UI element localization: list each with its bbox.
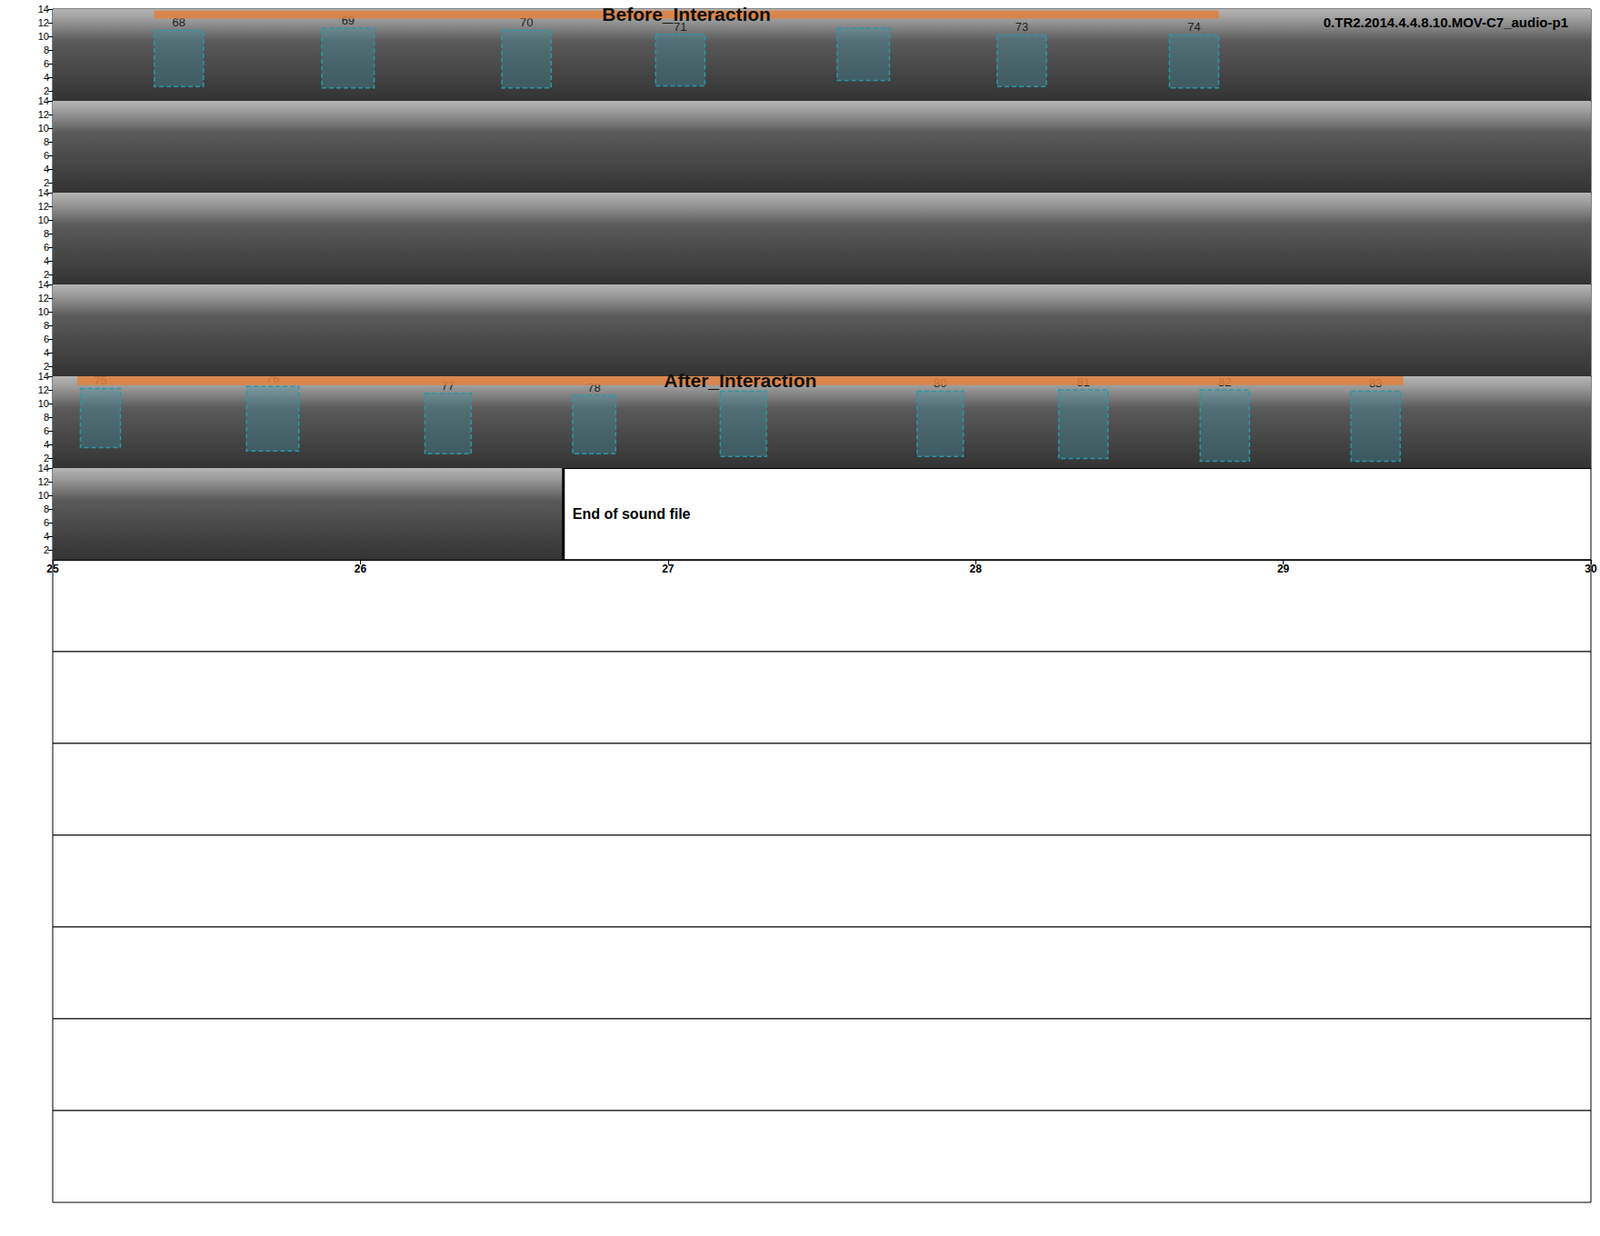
svg-text:14: 14 [38, 3, 50, 15]
svg-text:12: 12 [38, 292, 50, 304]
svg-text:End of sound file: End of sound file [572, 506, 691, 522]
svg-text:10: 10 [38, 398, 50, 410]
svg-text:14: 14 [38, 370, 50, 382]
svg-text:12: 12 [38, 200, 50, 212]
svg-text:74: 74 [1187, 20, 1200, 34]
svg-text:71: 71 [673, 19, 687, 34]
svg-text:2: 2 [43, 360, 50, 372]
svg-text:10: 10 [38, 214, 50, 226]
svg-text:14: 14 [38, 279, 50, 290]
svg-text:78: 78 [587, 380, 601, 395]
svg-text:25: 25 [46, 562, 60, 576]
svg-text:6: 6 [43, 150, 50, 161]
svg-text:6: 6 [43, 58, 50, 70]
svg-text:4: 4 [43, 347, 50, 359]
svg-text:4: 4 [43, 530, 50, 542]
svg-text:69: 69 [341, 13, 355, 28]
svg-text:After_Interaction: After_Interaction [663, 370, 817, 391]
svg-text:0.TR2.2014.4.4.8.10.MOV-C7_aud: 0.TR2.2014.4.4.8.10.MOV-C7_audio-p1 [1323, 14, 1569, 30]
svg-text:12: 12 [38, 384, 50, 396]
svg-text:70: 70 [519, 15, 534, 30]
svg-text:12: 12 [38, 17, 50, 29]
svg-text:4: 4 [43, 439, 50, 450]
svg-text:28: 28 [970, 562, 983, 576]
svg-text:2: 2 [43, 544, 50, 556]
svg-text:73: 73 [1015, 20, 1029, 34]
svg-text:6: 6 [43, 425, 50, 437]
svg-text:75: 75 [93, 374, 107, 388]
svg-text:Before_Interaction: Before_Interaction [601, 3, 771, 25]
svg-text:77: 77 [441, 378, 455, 393]
svg-text:4: 4 [43, 71, 50, 83]
svg-text:29: 29 [1277, 562, 1290, 576]
svg-text:6: 6 [43, 241, 50, 253]
svg-text:8: 8 [43, 44, 50, 56]
svg-text:2: 2 [43, 269, 50, 280]
svg-text:4: 4 [43, 163, 50, 175]
svg-text:8: 8 [43, 228, 50, 240]
svg-text:10: 10 [38, 306, 50, 318]
svg-text:8: 8 [43, 136, 50, 148]
svg-text:8: 8 [43, 320, 50, 331]
svg-text:14: 14 [38, 462, 50, 474]
svg-text:68: 68 [172, 15, 186, 30]
svg-text:10: 10 [38, 30, 50, 42]
svg-text:14: 14 [38, 187, 50, 199]
svg-text:30: 30 [1584, 562, 1598, 576]
svg-text:2: 2 [43, 177, 50, 189]
svg-text:12: 12 [38, 109, 50, 120]
svg-text:6: 6 [43, 333, 50, 345]
svg-text:8: 8 [43, 411, 50, 423]
svg-text:2: 2 [43, 452, 50, 464]
svg-text:14: 14 [38, 95, 50, 107]
svg-text:2: 2 [43, 85, 50, 97]
svg-text:6: 6 [43, 517, 50, 529]
svg-text:26: 26 [354, 562, 368, 576]
svg-text:27: 27 [661, 562, 675, 576]
svg-text:10: 10 [38, 490, 50, 501]
svg-text:12: 12 [38, 476, 50, 488]
svg-text:8: 8 [43, 503, 50, 515]
svg-text:4: 4 [43, 255, 50, 267]
svg-text:10: 10 [38, 122, 50, 134]
